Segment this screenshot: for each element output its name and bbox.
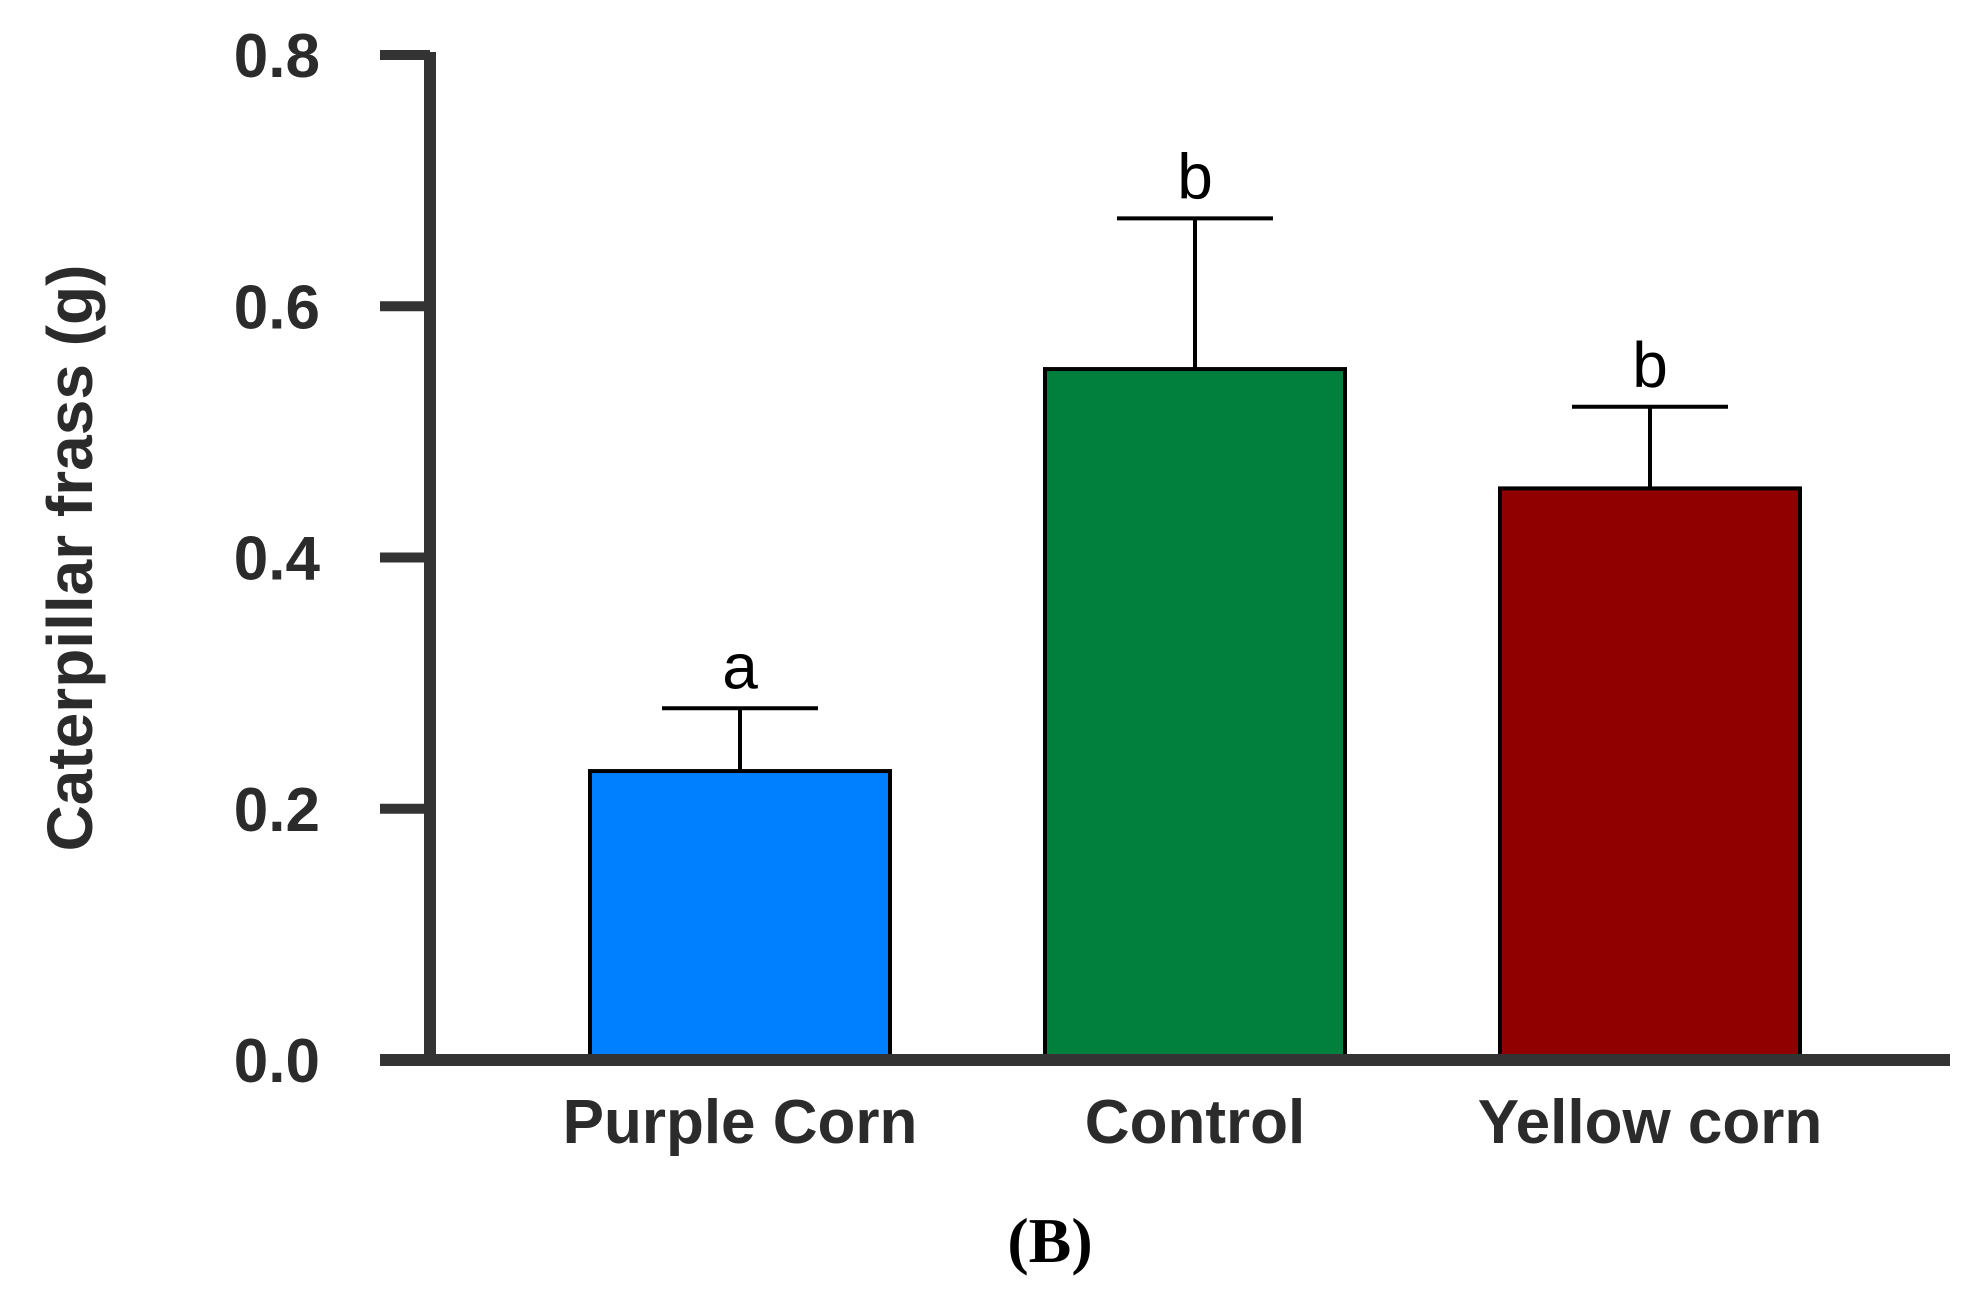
panel-label: (B): [1007, 1205, 1092, 1276]
y-tick-label: 0.0: [234, 1027, 320, 1096]
significance-letter: a: [722, 630, 758, 702]
bar-purple-corn: [588, 769, 892, 1062]
x-tick-label: Purple Corn: [563, 1088, 918, 1157]
x-tick-label: Yellow corn: [1478, 1088, 1823, 1157]
x-tick-label: Control: [1085, 1088, 1305, 1157]
y-axis-title: Caterpillar frass (g): [34, 265, 106, 852]
y-tick-label: 0.4: [234, 525, 321, 594]
y-tick-label: 0.2: [234, 776, 320, 845]
bar-yellow-corn: [1498, 486, 1802, 1062]
y-tick-label: 0.8: [234, 22, 320, 91]
bar-control: [1043, 367, 1347, 1062]
y-tick-label: 0.6: [234, 273, 320, 342]
significance-letter: b: [1632, 329, 1668, 401]
significance-letter: b: [1177, 140, 1213, 212]
